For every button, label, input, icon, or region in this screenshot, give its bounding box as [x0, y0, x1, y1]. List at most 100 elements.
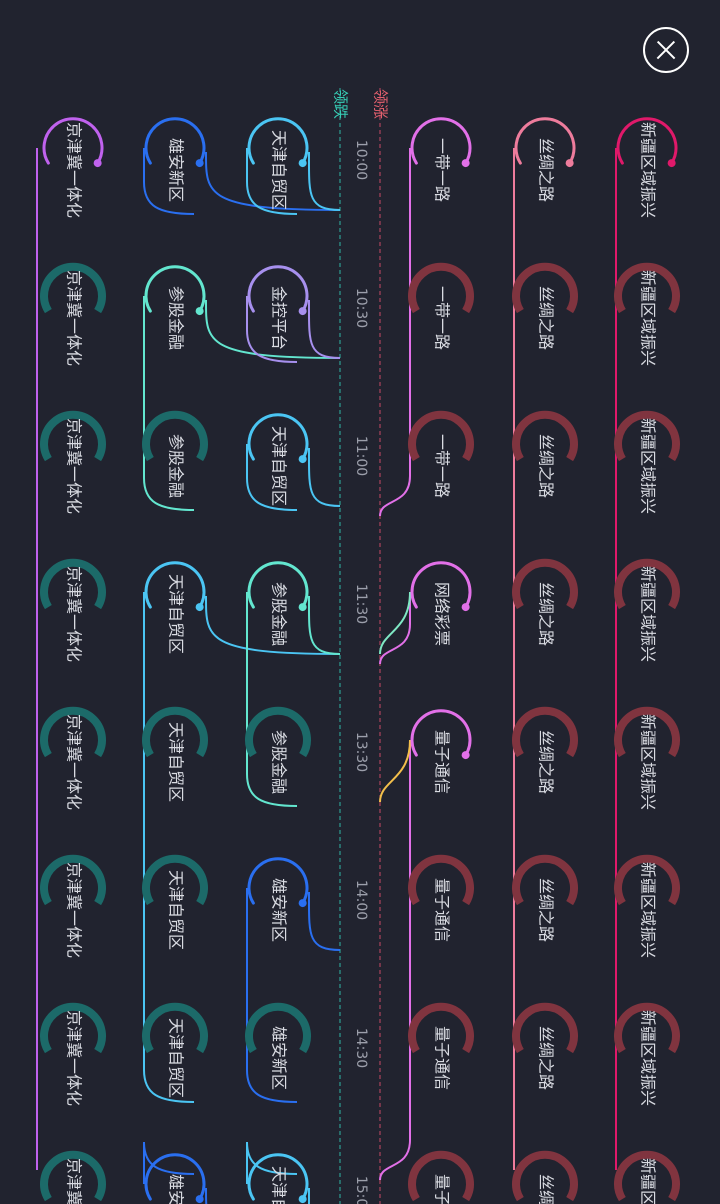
rise-col-1-label: 丝绸之路 — [537, 434, 556, 498]
fall-col-2-label: 天津自贸区 — [270, 130, 289, 210]
fall-col-2-active-ring — [247, 1153, 309, 1201]
flow-lines — [36, 148, 617, 1204]
rise-col-1-label: 丝绸之路 — [537, 878, 556, 942]
fall-col-0-ring — [40, 262, 106, 314]
rise-col-1-ring — [512, 1002, 578, 1054]
fall-col-2-active-dot — [298, 899, 307, 908]
rise-col-2-flow — [379, 148, 411, 517]
fall-col-2-active-ring — [247, 857, 309, 905]
rise-col-0-ring — [614, 410, 680, 462]
rise-col-0-active-dot — [667, 159, 676, 168]
fall-col-2-ring — [245, 706, 311, 758]
rise-col-0-ring — [614, 1002, 680, 1054]
fall-col-0-active-dot — [93, 159, 102, 168]
fall-col-1-active-dot — [195, 307, 204, 316]
fall-col-1-label: 天津自贸区 — [167, 574, 186, 654]
time-label: 11:00 — [353, 436, 369, 476]
rise-col-2-active-dot — [461, 751, 470, 760]
rise-col-1-ring — [512, 1150, 578, 1202]
rise-col-0-label: 新疆区域振兴 — [639, 418, 658, 514]
rise-col-1-ring — [512, 410, 578, 462]
fall-col-0-ring — [40, 1150, 106, 1202]
fall-col-0-label: 京津冀一体化 — [65, 1158, 84, 1204]
rise-col-2-branch — [379, 591, 411, 655]
fall-col-1-branch — [204, 1187, 208, 1204]
fall-col-2-active-dot — [298, 455, 307, 464]
fall-col-2-label: 参股金融 — [270, 582, 289, 646]
rise-col-2-label: 一带一路 — [433, 286, 452, 350]
fall-col-0-ring — [40, 1002, 106, 1054]
rise-col-1-label: 丝绸之路 — [537, 1026, 556, 1090]
fall-col-2-flow — [246, 296, 298, 363]
fall-col-1-label: 参股金融 — [167, 434, 186, 498]
fall-col-2-active-dot — [298, 603, 307, 612]
rise-col-1-label: 丝绸之路 — [537, 1174, 556, 1204]
rise-col-2-label: 量子通信 — [433, 878, 452, 942]
rise-col-1-ring — [512, 854, 578, 906]
fall-col-1-label: 天津自贸区 — [167, 870, 186, 950]
rise-col-0-ring — [614, 706, 680, 758]
rise-col-2-ring — [408, 854, 474, 906]
rise-col-0-ring — [614, 854, 680, 906]
rise-col-0-label: 新疆区域振兴 — [639, 1158, 658, 1204]
fall-col-1-ring — [142, 854, 208, 906]
fall-col-1-ring — [142, 410, 208, 462]
rise-col-1-ring — [512, 558, 578, 610]
close-button[interactable] — [643, 27, 689, 73]
rise-col-2-active-ring — [410, 117, 472, 165]
fall-col-2-branch — [307, 1187, 311, 1204]
fall-col-1-branch — [204, 151, 341, 211]
rise-col-2-ring — [408, 410, 474, 462]
rise-col-0-ring — [614, 558, 680, 610]
rise-col-1-label: 丝绸之路 — [537, 138, 556, 202]
fall-axis-label: 领跌 — [332, 89, 350, 119]
rise-col-2-ring — [408, 1002, 474, 1054]
fall-col-2-active-dot — [298, 307, 307, 316]
fall-col-2-label: 雄安新区 — [270, 878, 289, 942]
rise-col-1-ring — [512, 262, 578, 314]
fall-col-1-active-ring — [144, 1153, 206, 1201]
time-label: 10:30 — [353, 288, 369, 328]
time-label: 15:00 — [353, 1176, 369, 1204]
fall-col-2-label: 参股金融 — [270, 730, 289, 794]
fall-col-0-label: 京津冀一体化 — [65, 418, 84, 514]
fall-col-0-label: 京津冀一体化 — [65, 862, 84, 958]
fall-col-0-ring — [40, 854, 106, 906]
fall-col-1-active-ring — [144, 117, 206, 165]
fall-col-2-active-dot — [298, 1195, 307, 1204]
rise-col-2-label: 量子通信 — [433, 1026, 452, 1090]
fall-col-1-active-dot — [195, 1195, 204, 1204]
fall-col-2-branch — [307, 447, 341, 507]
fall-col-0-label: 京津冀一体化 — [65, 122, 84, 218]
fall-col-0-label: 京津冀一体化 — [65, 1010, 84, 1106]
fall-col-1-label: 天津自贸区 — [167, 722, 186, 802]
rise-col-2-active-dot — [461, 159, 470, 168]
fall-col-0-label: 京津冀一体化 — [65, 714, 84, 810]
fall-col-1-ring — [142, 1002, 208, 1054]
time-label: 14:00 — [353, 880, 369, 920]
fall-col-1-branch — [204, 595, 341, 655]
fall-col-1-flow — [143, 148, 195, 215]
fall-col-2-flow — [246, 444, 298, 511]
fall-col-1-label: 天津自贸区 — [167, 1018, 186, 1098]
fall-col-0-label: 京津冀一体化 — [65, 566, 84, 662]
rise-col-1-label: 丝绸之路 — [537, 582, 556, 646]
rise-col-1-label: 丝绸之路 — [537, 730, 556, 794]
fall-col-1-label: 雄安新区 — [167, 1174, 186, 1204]
fall-col-2-active-dot — [298, 159, 307, 168]
fall-col-2-active-ring — [247, 561, 309, 609]
rise-col-2-flow — [379, 592, 411, 665]
rise-axis-label: 领涨 — [372, 89, 390, 119]
fall-col-1-flow — [143, 296, 195, 511]
rise-col-2-ring — [408, 1150, 474, 1202]
time-label: 11:30 — [353, 584, 369, 624]
rise-col-0-ring — [614, 1150, 680, 1202]
fall-col-2-flow — [246, 148, 298, 215]
fall-col-0-label: 京津冀一体化 — [65, 270, 84, 366]
fall-col-1-active-dot — [195, 603, 204, 612]
fall-col-2-branch — [307, 151, 341, 211]
rise-col-0-active-ring — [616, 117, 678, 165]
fall-col-2-active-ring — [247, 265, 309, 313]
